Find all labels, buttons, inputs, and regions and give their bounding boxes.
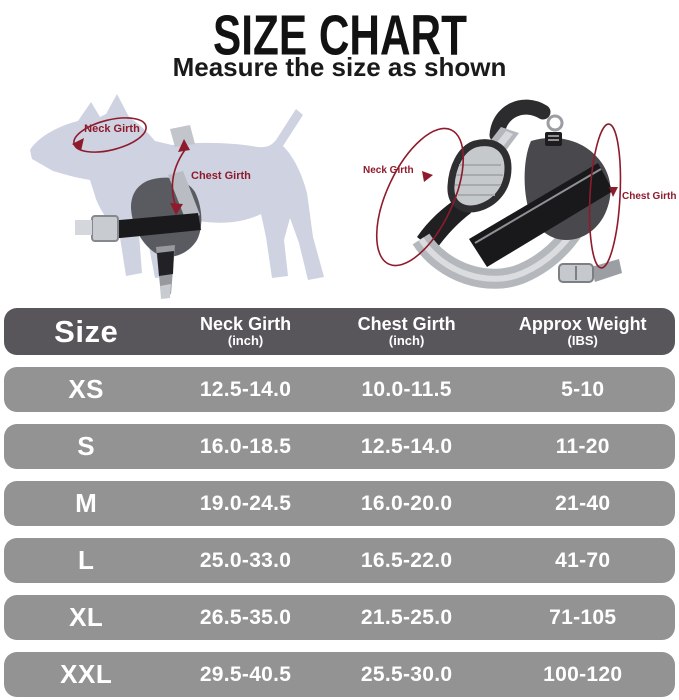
neck-girth-cell: 16.0-18.5 <box>199 434 292 458</box>
size-cell: L <box>78 545 95 575</box>
page-subtitle: Measure the size as shown <box>172 52 507 82</box>
size-cell: M <box>75 488 98 518</box>
dog-harness <box>75 125 202 299</box>
chest-girth-cell: 25.5-30.0 <box>360 662 453 686</box>
table-header-row: Size Neck Girth (inch) Chest Girth (inch… <box>4 308 675 355</box>
column-header-approx-weight: Approx Weight (IBS) <box>518 313 647 349</box>
size-cell: XS <box>68 374 105 404</box>
neck-girth-cell: 19.0-24.5 <box>199 491 292 515</box>
weight-cell: 100-120 <box>543 662 623 686</box>
neck-girth-cell: 12.5-14.0 <box>199 377 292 401</box>
neck-girth-cell: 29.5-40.5 <box>199 662 292 686</box>
harness-neck-girth-label: Neck Girth <box>363 165 414 176</box>
table-row-s: S 16.0-18.5 12.5-14.0 11-20 <box>4 424 675 469</box>
neck-arrow-icon <box>72 138 84 151</box>
chest-arrow-down-icon <box>170 203 183 215</box>
weight-cell: 5-10 <box>561 377 605 401</box>
page-title: SIZE CHART <box>212 3 467 67</box>
column-header-chest-girth: Chest Girth (inch) <box>357 313 456 349</box>
harness-chest-girth-label: Chest Girth <box>622 191 676 202</box>
weight-cell: 11-20 <box>555 434 610 458</box>
size-cell: S <box>77 431 96 461</box>
table-row-xs: XS 12.5-14.0 10.0-11.5 5-10 <box>4 367 675 412</box>
harness-neck-arrow-icon <box>422 171 433 182</box>
size-cell: XXL <box>60 659 113 689</box>
measurement-figures: Neck Girth Chest Girth <box>0 87 679 302</box>
dog-measurement-illustration: Neck Girth Chest Girth <box>30 94 324 299</box>
chest-girth-cell: 16.0-20.0 <box>360 491 453 515</box>
dog-chest-girth-label: Chest Girth <box>191 170 251 182</box>
weight-cell: 71-105 <box>549 605 617 629</box>
weight-cell: 21-40 <box>555 491 611 515</box>
chest-girth-cell: 16.5-22.0 <box>360 548 453 572</box>
dog-neck-girth-label: Neck Girth <box>84 123 140 135</box>
chest-girth-cell: 12.5-14.0 <box>360 434 453 458</box>
harness-neck-girth-ellipse <box>375 127 465 267</box>
chest-girth-cell: 21.5-25.0 <box>360 605 453 629</box>
column-header-neck-girth: Neck Girth (inch) <box>200 313 292 349</box>
chest-arrow-up-icon <box>178 139 190 152</box>
column-header-size: Size <box>54 313 119 349</box>
harness-chest-arrow-icon <box>609 187 618 197</box>
table-row-xl: XL 26.5-35.0 21.5-25.0 71-105 <box>4 595 675 640</box>
harness-drawing <box>412 99 622 289</box>
size-table: Size Neck Girth (inch) Chest Girth (inch… <box>0 302 679 697</box>
table-row-l: L 25.0-33.0 16.5-22.0 41-70 <box>4 538 675 583</box>
table-row-m: M 19.0-24.5 16.0-20.0 21-40 <box>4 481 675 526</box>
neck-girth-cell: 26.5-35.0 <box>199 605 292 629</box>
harness-product-illustration: Neck Girth Chest Girth <box>363 99 676 289</box>
table-row-xxl: XXL 29.5-40.5 25.5-30.0 100-120 <box>4 652 675 697</box>
chest-girth-cell: 10.0-11.5 <box>361 377 452 401</box>
size-cell: XL <box>69 602 104 632</box>
chest-girth-arc <box>171 146 188 208</box>
harness-chest-girth-ellipse <box>588 123 622 269</box>
neck-girth-cell: 25.0-33.0 <box>199 548 292 572</box>
weight-cell: 41-70 <box>555 548 611 572</box>
